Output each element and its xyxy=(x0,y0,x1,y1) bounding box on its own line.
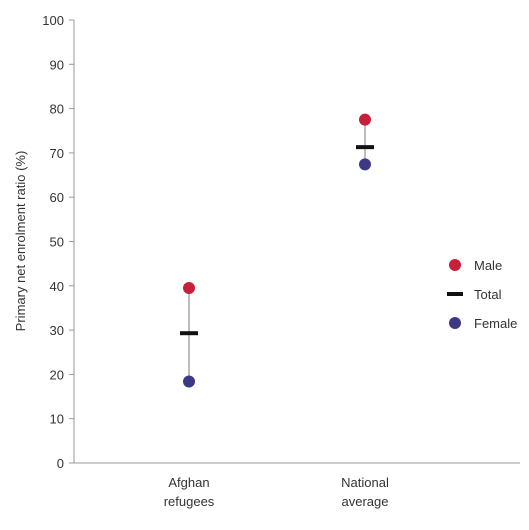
legend-female-swatch xyxy=(449,317,461,329)
range-lines xyxy=(188,119,366,382)
total-marker xyxy=(356,145,374,150)
y-tick-label: 60 xyxy=(50,190,64,205)
male-point xyxy=(359,113,371,126)
female-point xyxy=(359,158,371,171)
y-tick-label: 80 xyxy=(50,102,64,117)
legend-total-swatch xyxy=(447,292,463,296)
legend-female-label: Female xyxy=(474,316,517,331)
x-category-label: Afghan refugees xyxy=(164,475,215,509)
y-tick-label: 30 xyxy=(50,323,64,338)
y-tick-label: 50 xyxy=(50,235,64,250)
data-marks xyxy=(180,113,374,388)
y-tick-label: 70 xyxy=(50,146,64,161)
total-marker xyxy=(180,331,198,336)
y-tick-label: 40 xyxy=(50,279,64,294)
legend: Male Total Female xyxy=(447,258,517,331)
female-point xyxy=(183,375,195,388)
y-tick-label: 0 xyxy=(57,456,64,471)
y-tick-label: 10 xyxy=(50,412,64,427)
x-category-labels: Afghan refugees National average xyxy=(164,475,389,509)
y-ticks: 0 10 20 30 40 50 60 70 80 90 100 xyxy=(42,13,74,471)
legend-male-label: Male xyxy=(474,258,502,273)
axes xyxy=(73,20,520,464)
y-tick-label: 90 xyxy=(50,57,64,72)
male-point xyxy=(183,282,195,295)
legend-total-label: Total xyxy=(474,287,502,302)
y-axis-title: Primary net enrolment ratio (%) xyxy=(13,151,28,332)
y-tick-label: 100 xyxy=(42,13,64,28)
legend-male-swatch xyxy=(449,259,461,271)
y-tick-label: 20 xyxy=(50,367,64,382)
x-category-label: National average xyxy=(341,475,389,509)
